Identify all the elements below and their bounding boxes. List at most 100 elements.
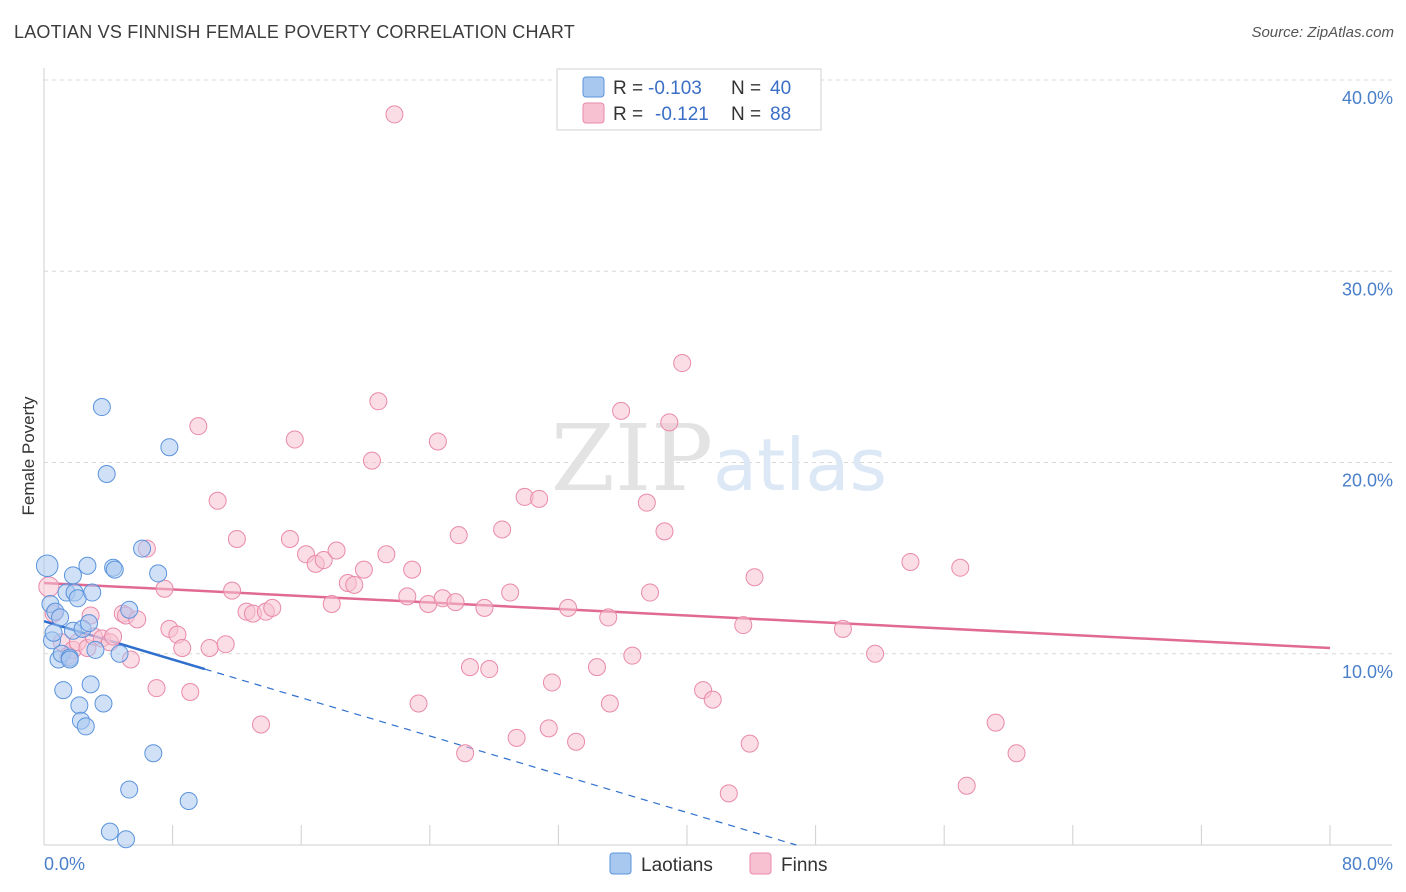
y-tick-label: 20.0% — [1342, 471, 1393, 491]
finns-point — [501, 583, 520, 602]
finns-r-label: R = — [613, 104, 643, 125]
laotians-point — [81, 675, 100, 694]
finns-point — [660, 413, 679, 432]
laotians-point — [51, 608, 70, 627]
finns-point — [587, 658, 606, 677]
axes — [43, 68, 1392, 846]
laotians-point — [80, 614, 99, 633]
finns-point — [252, 715, 271, 734]
finns-point — [155, 579, 174, 598]
finns-r-value: -0.121 — [655, 104, 709, 125]
finns-point — [460, 658, 479, 677]
laotians-point — [44, 623, 63, 642]
finns-point — [38, 576, 60, 598]
finns-point — [475, 598, 494, 617]
laotians-point — [160, 438, 179, 457]
laotians-point — [92, 398, 111, 417]
finns-point — [354, 560, 373, 579]
laotians-point — [116, 830, 135, 849]
finns-point — [216, 635, 235, 654]
finns-point — [612, 401, 631, 420]
finns-trend-line — [43, 581, 1331, 650]
finns-point — [833, 619, 852, 638]
finns-point — [641, 583, 660, 602]
laotians-point — [133, 539, 152, 558]
finns-point — [403, 560, 422, 579]
watermark-zip: ZIP — [551, 405, 713, 512]
laotians-point — [94, 694, 113, 713]
laotians-legend-swatch — [582, 76, 605, 98]
laotians-series-label: Laotians — [641, 855, 713, 876]
x-tick-label-min: 0.0% — [44, 854, 85, 874]
finns-point — [507, 728, 526, 747]
source-label: Source: ZipAtlas.com — [1251, 24, 1394, 41]
laotians-point — [100, 822, 119, 841]
laotians-point — [76, 717, 95, 736]
finns-point — [719, 784, 738, 803]
laotians-point — [60, 650, 79, 669]
finns-point — [449, 526, 468, 545]
finns-point — [623, 646, 642, 665]
finns-series-swatch — [749, 852, 772, 875]
finns-point — [385, 105, 404, 124]
finns-point — [600, 694, 619, 713]
finns-points — [38, 105, 1026, 803]
laotians-point — [179, 792, 198, 811]
y-axis-label: Female Poverty — [19, 396, 38, 516]
finns-point — [542, 673, 561, 692]
y-tick-label: 10.0% — [1342, 662, 1393, 682]
finns-point — [957, 776, 976, 795]
finns-point — [200, 639, 219, 658]
finns-point — [428, 432, 447, 451]
finns-point — [398, 587, 417, 606]
laotians-n-value: 40 — [770, 78, 791, 99]
finns-point — [104, 627, 123, 646]
finns-point — [567, 732, 586, 751]
grid-lines — [44, 79, 1392, 655]
finns-legend-swatch — [582, 102, 605, 124]
finns-point — [285, 430, 304, 449]
finns-point — [314, 551, 333, 570]
finns-point — [446, 593, 465, 612]
finns-point — [377, 545, 396, 564]
watermark-atlas: atlas — [713, 423, 887, 507]
finns-point — [901, 552, 920, 571]
finns-point — [227, 530, 246, 548]
finns-point — [480, 660, 499, 679]
finns-n-label: N = — [731, 104, 761, 125]
laotians-point — [144, 744, 163, 763]
y-tick-labels: 10.0% 20.0% 30.0% 40.0% — [1342, 88, 1393, 682]
finns-point — [327, 541, 346, 560]
laotians-point — [110, 644, 129, 663]
finns-point — [493, 520, 512, 539]
finns-point — [655, 522, 674, 541]
finns-point — [745, 568, 764, 587]
finns-point — [369, 392, 388, 411]
finns-point — [280, 530, 299, 548]
laotians-point — [54, 681, 73, 700]
finns-point — [147, 679, 166, 698]
finns-series-label: Finns — [781, 855, 827, 876]
laotians-point — [120, 780, 139, 799]
finns-point — [599, 608, 618, 627]
finns-point — [456, 744, 475, 763]
finns-point — [530, 489, 549, 508]
series-legend: Laotians Finns — [609, 852, 827, 876]
laotians-point — [78, 556, 97, 575]
x-tick-label-max: 80.0% — [1342, 854, 1393, 874]
laotians-r-label: R = — [613, 78, 643, 99]
laotians-point — [35, 554, 59, 578]
laotians-point — [86, 640, 105, 659]
laotians-r-value: -0.103 — [648, 78, 702, 99]
finns-point — [866, 644, 885, 663]
finns-point — [673, 354, 692, 373]
laotians-point — [70, 696, 89, 715]
laotians-n-label: N = — [731, 78, 761, 99]
laotians-point — [149, 564, 168, 583]
watermark: ZIP atlas — [551, 405, 887, 512]
laotians-point — [63, 566, 82, 585]
y-tick-label: 30.0% — [1342, 279, 1393, 299]
laotians-point — [105, 560, 124, 579]
finns-point — [559, 598, 578, 617]
